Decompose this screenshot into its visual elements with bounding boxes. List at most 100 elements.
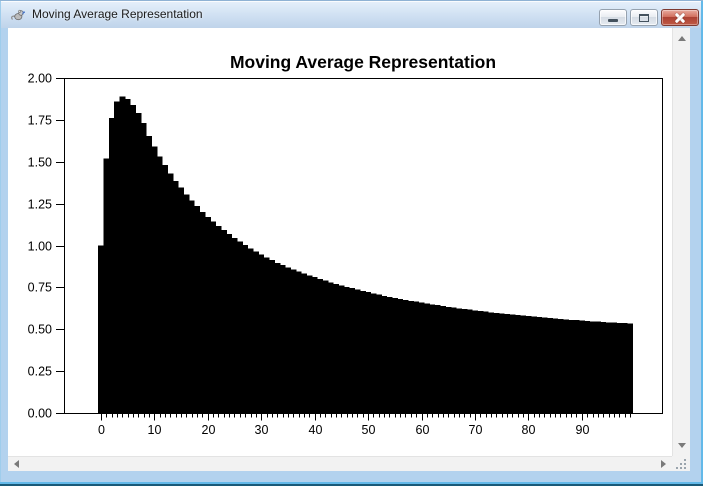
bar [253,251,259,413]
minimize-icon [608,19,618,22]
y-tick-label: 1.75 [28,114,52,128]
x-tick-label: 40 [309,423,323,437]
bar [552,318,559,413]
window-border-bottom-highlight [0,482,703,484]
bar [376,294,382,413]
bar [595,321,601,413]
bar [210,221,217,413]
bar [547,318,553,413]
window-border-left [0,1,1,482]
window-title: Moving Average Representation [32,7,203,21]
x-tick-label: 60 [416,423,430,437]
bar [178,187,185,413]
bar [205,217,211,413]
bar [509,314,516,413]
bar [274,262,281,413]
y-tick-label: 0.75 [28,281,52,295]
bar [477,310,484,413]
bar [424,303,430,413]
bar [114,101,120,413]
bar [215,225,222,413]
bar [173,181,179,413]
bar [499,313,505,413]
x-tick-label: 20 [202,423,216,437]
bar [247,248,254,413]
bar [627,323,633,413]
bar [440,305,446,413]
resize-grip[interactable] [672,456,690,471]
bar [482,311,489,413]
close-icon [662,10,698,25]
bar [589,321,596,413]
bar [579,320,585,413]
bar [360,290,366,413]
bar [328,282,334,413]
y-tick-label: 1.25 [28,198,52,212]
bar [242,245,249,413]
vertical-scrollbar[interactable] [672,28,690,456]
x-axis-labels: 0 10 20 30 40 50 60 70 80 90 [98,423,589,437]
bar [402,299,409,413]
maximize-button[interactable] [630,9,658,26]
resize-grip-dots-icon [676,459,686,469]
bar [472,310,478,413]
x-tick-label: 50 [362,423,376,437]
scroll-right-icon[interactable] [661,460,666,468]
bar [504,314,511,413]
horizontal-scrollbar[interactable] [8,456,672,471]
bar [108,118,115,413]
bar [429,304,436,413]
bar [354,289,361,413]
bar [536,317,543,413]
bar [231,237,238,413]
bar [130,104,136,414]
bar [600,322,607,413]
bar [183,194,190,413]
y-tick-label: 0.50 [28,323,52,337]
bar [194,206,201,413]
bar [392,297,398,413]
x-tick-label: 0 [98,423,105,437]
bar [151,146,158,413]
bar [146,135,152,413]
bar [493,313,500,413]
y-tick-label: 1.50 [28,156,52,170]
bar [520,315,527,413]
bar [338,285,345,413]
scroll-left-icon[interactable] [14,460,19,468]
bar [605,322,612,413]
close-button[interactable] [661,9,699,26]
bar [156,156,163,414]
bar [140,123,147,413]
bar [386,296,393,413]
bar [573,320,580,413]
bar [333,283,340,413]
bar [616,323,623,413]
bar [258,254,265,413]
bar [189,200,195,413]
rat-app-icon[interactable] [10,6,26,22]
bar [418,302,425,413]
x-tick-label: 70 [469,423,483,437]
bar [311,277,318,413]
bar [98,245,104,413]
titlebar[interactable]: Moving Average Representation [1,1,702,28]
y-tick-label: 2.00 [28,72,52,86]
bar [397,298,404,413]
x-tick-label: 80 [522,423,536,437]
scroll-down-icon[interactable] [678,443,686,448]
bar [317,279,323,413]
bar [285,267,291,413]
y-axis-ticks [56,78,64,414]
bar [466,309,473,413]
scroll-up-icon[interactable] [678,36,686,41]
bar [621,323,628,413]
bar [349,288,356,413]
bar [167,173,174,413]
bar [226,234,233,413]
minimize-button[interactable] [599,9,627,26]
bars [98,96,633,414]
bar [295,271,302,413]
client-area: 2.00 1.75 1.50 1.25 1.00 0.75 0.50 0.25 0.00 0 10 2… [8,28,673,456]
